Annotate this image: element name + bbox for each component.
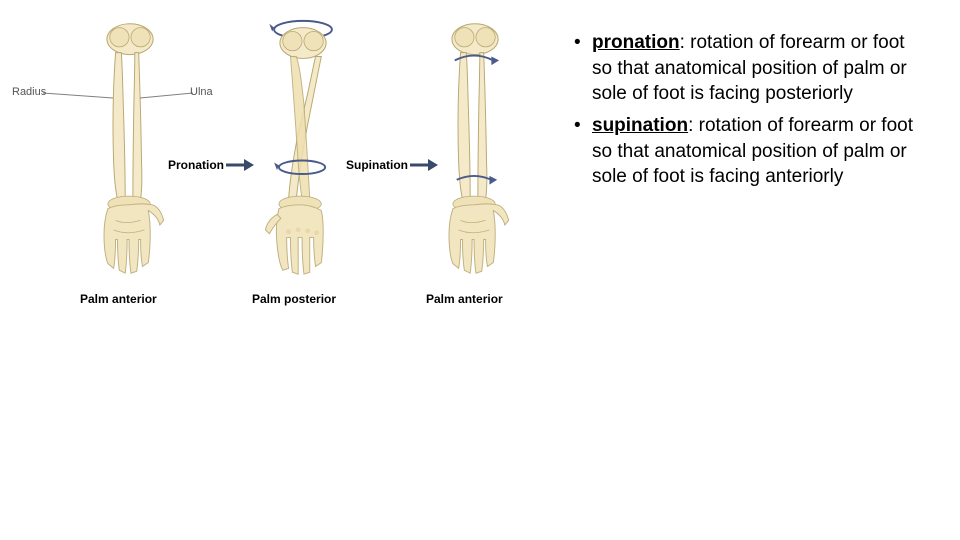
slide-container: Radius Ulna Palm anterior Pronation (0, 0, 960, 540)
pronation-label: Pronation (168, 158, 224, 172)
term-supination: supination (592, 115, 688, 136)
caption-palm-anterior-1: Palm anterior (80, 292, 157, 306)
leader-lines-1 (25, 18, 235, 118)
forearm-palm-posterior (238, 18, 368, 283)
forearm-palm-anterior-1 (65, 18, 195, 283)
definition-supination: supination: rotation of forearm or foot … (570, 113, 920, 190)
forearm-svg-2 (238, 18, 368, 278)
ulna-label: Ulna (190, 86, 213, 98)
radius-label: Radius (12, 86, 46, 98)
definitions-panel: pronation: rotation of forearm or foot s… (560, 10, 940, 530)
caption-palm-posterior: Palm posterior (252, 292, 336, 306)
definitions-list: pronation: rotation of forearm or foot s… (570, 30, 920, 190)
anatomy-diagram: Radius Ulna Palm anterior Pronation (20, 10, 560, 530)
forearm-svg-3 (410, 18, 540, 278)
term-pronation: pronation (592, 32, 680, 53)
supination-label: Supination (346, 158, 408, 172)
definition-pronation: pronation: rotation of forearm or foot s… (570, 30, 920, 107)
caption-palm-anterior-2: Palm anterior (426, 292, 503, 306)
forearm-palm-anterior-2 (410, 18, 540, 283)
